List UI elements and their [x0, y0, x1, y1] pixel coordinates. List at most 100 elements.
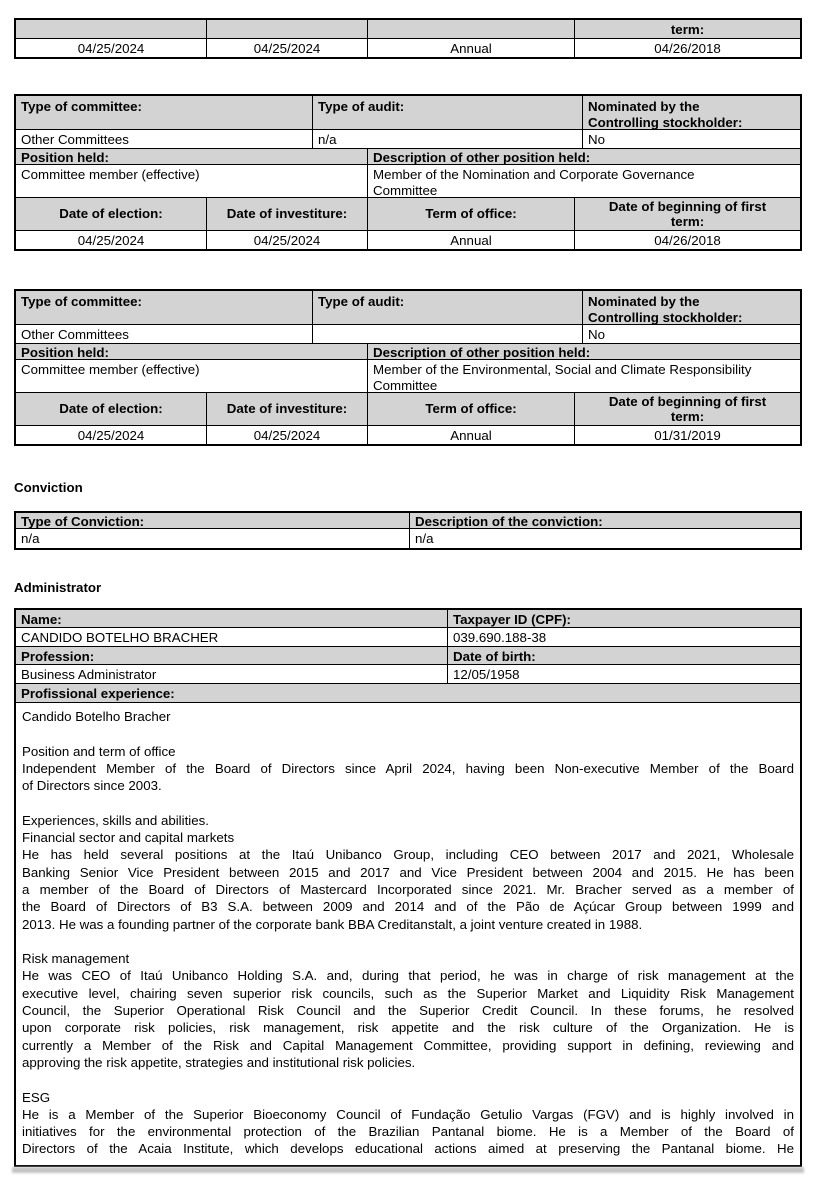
professional-experience-label: Profissional experience:	[21, 686, 175, 701]
type-of-audit-value: n/a	[313, 130, 583, 148]
first-term-label: Date of beginning of first term:	[608, 198, 767, 230]
nominated-by-controlling-stockholder-label: Nominated by the Controlling stockholder…	[588, 294, 743, 324]
type-of-audit-value	[313, 325, 583, 343]
first-term-value: 04/26/2018	[654, 41, 721, 56]
type-of-committee-label: Type of committee:	[16, 291, 313, 324]
date-of-election-label: Date of election:	[16, 198, 207, 230]
next-table-header-partial	[12, 1167, 804, 1173]
date-of-election-value: 04/25/2024	[16, 426, 207, 444]
cpf-value: 039.690.188-38	[453, 630, 547, 645]
position-held-value: Committee member (effective)	[16, 165, 368, 197]
dates-value-row: 04/25/2024 04/25/2024 Annual 01/31/2019	[16, 426, 800, 444]
profession-label: Profession:	[16, 647, 448, 664]
position-header-row: Position held: Description of other posi…	[16, 149, 800, 165]
experience-row: Candido Botelho Bracher Position and ter…	[16, 703, 800, 1165]
profession-value-row: Business Administrator 12/05/1958	[16, 665, 800, 684]
nominated-value: No	[588, 132, 605, 147]
committee-header-row: Type of committee: Type of audit: Nomina…	[16, 291, 800, 325]
position-header-row: Position held: Description of other posi…	[16, 344, 800, 360]
date-of-birth-value: 12/05/1958	[453, 667, 520, 682]
previous-table-partial: term: 04/25/2024 04/25/2024 Annual 04/26…	[14, 18, 802, 59]
date-of-investiture-label: Date of investiture:	[207, 393, 368, 425]
nominated-by-controlling-stockholder-label: Nominated by the Controlling stockholder…	[588, 99, 743, 129]
administrator-table: Name: Taxpayer ID (CPF): CANDIDO BOTELHO…	[14, 608, 802, 1167]
date-of-election-label: Date of election:	[16, 393, 207, 425]
experience-line: Banking Senior Vice President between 20…	[22, 864, 794, 880]
position-held-label: Position held:	[16, 344, 368, 359]
type-of-committee-label: Type of committee:	[16, 96, 313, 129]
experience-line: currently a Member of the Risk and Capit…	[22, 1037, 794, 1053]
experience-line	[22, 794, 794, 811]
date-of-election-value: 04/25/2024	[16, 39, 207, 57]
description-of-position-value: Member of the Nomination and Corporate G…	[373, 167, 695, 197]
date-of-investiture-label: Date of investiture:	[207, 198, 368, 230]
previous-table-value-row: 04/25/2024 04/25/2024 Annual 04/26/2018	[16, 39, 800, 57]
experience-line: executive level, chairing seven superior…	[22, 985, 794, 1001]
term-of-office-value: Annual	[368, 39, 575, 57]
empty-header-cell	[368, 20, 575, 38]
term-of-office-value: Annual	[368, 231, 575, 249]
experience-line: upon corporate risk policies, risk manag…	[22, 1020, 794, 1036]
date-of-investiture-value: 04/25/2024	[207, 39, 368, 57]
experience-line	[22, 725, 794, 742]
experience-line: a member of the Board of Directors of Ma…	[22, 881, 794, 897]
nominated-value: No	[588, 327, 605, 342]
experience-line: Experiences, skills and abilities.	[22, 812, 209, 828]
conviction-table: Type of Conviction: Description of the c…	[14, 511, 802, 550]
description-of-position-label: Description of other position held:	[373, 150, 591, 164]
date-of-birth-label: Date of birth:	[453, 649, 536, 664]
conviction-value-row: n/a n/a	[16, 529, 800, 548]
conviction-header-row: Type of Conviction: Description of the c…	[16, 513, 800, 529]
profession-header-row: Profession: Date of birth:	[16, 647, 800, 665]
type-of-conviction-label: Type of Conviction:	[16, 513, 410, 528]
experience-line: He was CEO of Itaú Unibanco Holding S.A.…	[22, 968, 794, 984]
first-term-value: 04/26/2018	[654, 233, 721, 248]
name-label: Name:	[16, 610, 448, 627]
experience-line: Candido Botelho Bracher	[22, 709, 171, 724]
committee-table-1: Type of committee: Type of audit: Nomina…	[14, 94, 802, 251]
committee-header-row: Type of committee: Type of audit: Nomina…	[16, 96, 800, 130]
experience-line: 2013. He was a founding partner of the c…	[22, 916, 643, 932]
empty-header-cell	[207, 20, 368, 38]
type-of-audit-label: Type of audit:	[313, 96, 583, 129]
term-of-office-label: Term of office:	[368, 393, 575, 425]
date-of-investiture-value: 04/25/2024	[207, 426, 368, 444]
description-of-position-value: Member of the Environmental, Social and …	[373, 362, 752, 392]
empty-header-cell	[16, 20, 207, 38]
position-value-row: Committee member (effective) Member of t…	[16, 360, 800, 393]
name-header-row: Name: Taxpayer ID (CPF):	[16, 610, 800, 628]
committee-value-row: Other Committees No	[16, 325, 800, 344]
position-held-value: Committee member (effective)	[16, 360, 368, 392]
committee-value-row: Other Committees n/a No	[16, 130, 800, 149]
name-value: CANDIDO BOTELHO BRACHER	[16, 628, 448, 646]
description-of-conviction-label: Description of the conviction:	[415, 514, 603, 528]
experience-line: Council, the Superior Operational Risk C…	[22, 1003, 794, 1019]
experience-line: Financial sector and capital markets	[22, 830, 235, 846]
type-of-conviction-value: n/a	[16, 529, 410, 548]
position-held-label: Position held:	[16, 149, 368, 164]
experience-line: ESG	[22, 1089, 51, 1105]
dates-value-row: 04/25/2024 04/25/2024 Annual 04/26/2018	[16, 231, 800, 249]
description-of-position-label: Description of other position held:	[373, 345, 591, 359]
cpf-label: Taxpayer ID (CPF):	[453, 612, 571, 627]
type-of-committee-value: Other Committees	[16, 130, 313, 148]
experience-line: approving the risk appetite, strategies …	[22, 1054, 416, 1070]
experience-line: Independent Member of the Board of Direc…	[22, 760, 794, 776]
committee-table-2: Type of committee: Type of audit: Nomina…	[14, 289, 802, 446]
experience-line: He is a Member of the Superior Bioeconom…	[22, 1106, 794, 1122]
experience-line: Risk management	[22, 951, 130, 967]
description-of-conviction-value: n/a	[415, 531, 434, 546]
experience-line: of Directors since 2003.	[22, 778, 162, 794]
first-term-value: 01/31/2019	[654, 428, 721, 443]
dates-header-row: Date of election: Date of investiture: T…	[16, 198, 800, 231]
experience-header-row: Profissional experience:	[16, 684, 800, 703]
term-of-office-value: Annual	[368, 426, 575, 444]
experience-line: Directors of the Acaia Institute, which …	[22, 1141, 794, 1157]
previous-table-header-row: term:	[16, 20, 800, 39]
experience-line: Position and term of office	[22, 743, 176, 759]
conviction-heading: Conviction	[14, 480, 83, 495]
experience-line	[22, 1071, 794, 1088]
experience-text: Candido Botelho Bracher Position and ter…	[16, 703, 800, 1165]
date-of-election-value: 04/25/2024	[16, 231, 207, 249]
